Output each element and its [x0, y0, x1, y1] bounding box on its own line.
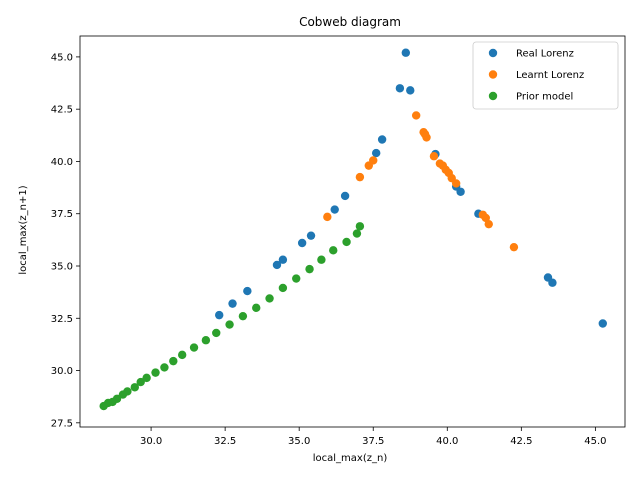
- x-tick-label: 40.0: [436, 436, 458, 447]
- y-tick-label: 27.5: [51, 418, 73, 429]
- data-point: [160, 363, 169, 372]
- legend-marker: [488, 91, 498, 101]
- data-point: [352, 229, 362, 238]
- data-point: [484, 219, 493, 229]
- data-point: [401, 48, 411, 57]
- y-tick-label: 35.0: [51, 262, 73, 273]
- data-point: [422, 133, 431, 142]
- data-point: [177, 350, 187, 360]
- data-point: [342, 237, 351, 247]
- data-point: [243, 286, 252, 296]
- data-point: [228, 299, 237, 308]
- chart-title: Cobweb diagram: [299, 15, 401, 29]
- y-tick-label: 30.0: [51, 366, 73, 377]
- legend-marker: [488, 70, 498, 79]
- data-point: [306, 231, 316, 240]
- data-point: [481, 213, 490, 223]
- data-point: [371, 148, 381, 158]
- data-point: [225, 320, 234, 329]
- data-point: [265, 294, 274, 303]
- series-real-lorenz: [215, 48, 607, 328]
- data-point: [151, 368, 160, 377]
- data-point: [123, 387, 132, 396]
- data-point: [509, 242, 519, 252]
- x-tick-label: 32.5: [214, 436, 236, 447]
- data-point: [212, 328, 221, 338]
- data-point: [136, 377, 145, 387]
- data-point: [201, 336, 211, 345]
- data-point: [451, 179, 461, 188]
- series-prior-model: [99, 222, 365, 411]
- data-point: [317, 255, 326, 264]
- data-point: [330, 205, 339, 214]
- data-point: [369, 156, 378, 165]
- data-point: [329, 246, 338, 255]
- data-point: [278, 283, 288, 293]
- data-point: [355, 172, 365, 182]
- x-tick-label: 35.0: [288, 436, 310, 447]
- data-point: [292, 274, 301, 283]
- data-point: [297, 238, 307, 248]
- y-axis-label: local_max(z_n+1): [18, 185, 29, 274]
- x-tick-label: 37.5: [362, 436, 384, 447]
- series-learnt-lorenz: [323, 111, 519, 252]
- legend-box: [472, 41, 619, 110]
- legend-label: Prior model: [516, 92, 573, 103]
- legend-label: Learnt Lorenz: [516, 70, 584, 81]
- data-point: [169, 356, 178, 366]
- y-tick-label: 37.5: [51, 209, 73, 220]
- legend-label: Real Lorenz: [516, 49, 574, 60]
- data-point: [395, 84, 405, 93]
- data-point: [142, 373, 151, 383]
- data-point: [112, 394, 122, 403]
- data-point: [340, 191, 350, 201]
- x-axis-ticks: 30.0 32.5 35.0 37.5 40.0 42.5 45.0: [140, 427, 607, 447]
- y-tick-label: 32.5: [51, 314, 73, 325]
- data-point: [377, 135, 387, 144]
- data-point: [598, 319, 607, 328]
- x-tick-label: 42.5: [510, 436, 532, 447]
- data-point: [189, 343, 199, 352]
- data-point: [278, 255, 288, 264]
- data-point: [411, 111, 421, 120]
- data-point: [215, 310, 224, 320]
- data-point: [305, 264, 314, 274]
- plot-area: [99, 48, 607, 411]
- data-point: [272, 260, 282, 270]
- data-point: [456, 187, 465, 196]
- data-point: [130, 383, 139, 392]
- x-axis-label: local_max(z_n): [313, 453, 388, 464]
- data-point: [355, 222, 365, 231]
- legend: Real Lorenz Learnt Lorenz Prior model: [472, 41, 619, 110]
- data-point: [429, 152, 439, 161]
- data-point: [548, 278, 557, 287]
- data-point: [238, 311, 248, 321]
- y-tick-label: 45.0: [51, 52, 73, 63]
- legend-marker: [488, 48, 498, 58]
- data-point: [323, 212, 332, 222]
- data-point: [252, 303, 261, 313]
- y-tick-label: 42.5: [51, 105, 73, 116]
- x-tick-label: 30.0: [140, 436, 162, 447]
- axes-frame: [79, 35, 626, 428]
- y-tick-label: 40.0: [51, 157, 73, 168]
- x-tick-label: 45.0: [584, 436, 606, 447]
- data-point: [406, 86, 415, 95]
- y-axis-ticks: 27.5 30.0 32.5 35.0 37.5 40.0 42.5 45.0: [51, 52, 80, 429]
